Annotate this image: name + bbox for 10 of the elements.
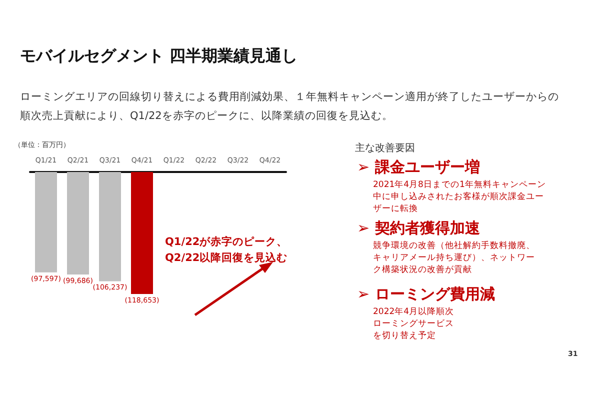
- text: ➢ 契約者獲得加速: [357, 219, 480, 238]
- text: 2022年4月以降順次ローミングサービスを切り替え予定: [373, 306, 455, 342]
- text: 競争環境の改善（他社解約手数料撤廃、キャリアメール持ち運び）、ネットワーク構築状況の改善が貢献: [373, 240, 535, 276]
- chart-subtitle: ローミングエリアの回線切り替えによる費用削減効果、１年無料キャンペーン適用が終了したユーザーからの順次売上貢献により、Q1/22を赤字のピークに、以降業績の回復を見込む。: [20, 90, 560, 124]
- text: ➢ 課金ユーザー増: [357, 158, 480, 177]
- chart-title: モバイルセグメント 四半期業績見通し: [20, 46, 298, 67]
- text: ➢ ローミング費用減: [357, 285, 495, 304]
- text: 主な改善要因: [355, 142, 415, 155]
- text: 2021年4月8日までの1年無料キャンペーン中に申し込みされたお客様が順次課金ユーザーに転換: [373, 179, 547, 215]
- annotation: Q1/22が赤字のピーク、Q2/22以降回復を見込む: [165, 234, 289, 266]
